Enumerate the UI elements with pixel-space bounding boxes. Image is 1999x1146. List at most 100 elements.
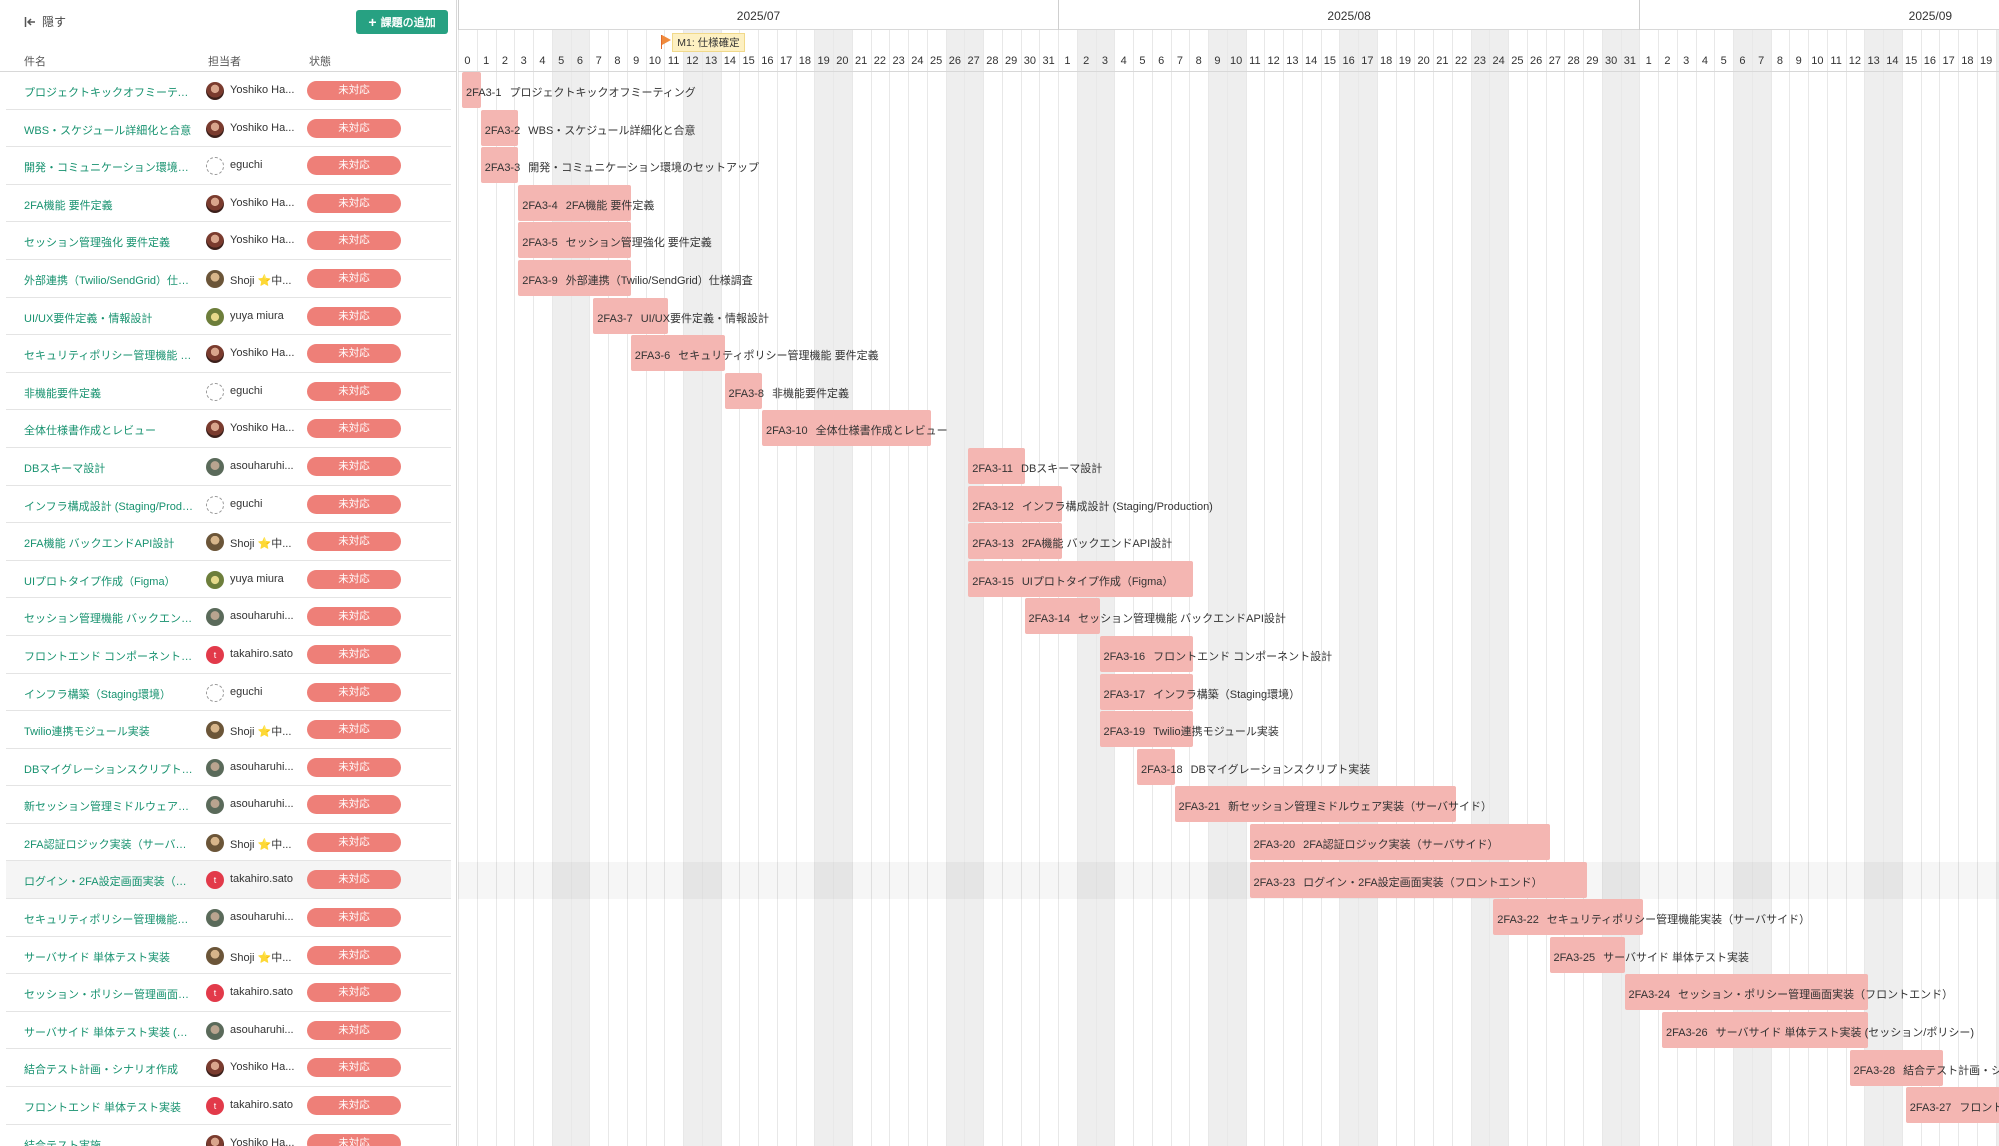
issue-subject-link[interactable]: インフラ構築（Staging環境） xyxy=(24,688,171,701)
issue-row[interactable]: 非機能要件定義 eguchi 未対応 xyxy=(6,373,451,411)
issue-subject-link[interactable]: 結合テスト実施 xyxy=(24,1139,101,1146)
column-subject[interactable]: 件名 xyxy=(24,56,46,68)
status-badge[interactable]: 未対応 xyxy=(307,720,401,740)
task-bar[interactable] xyxy=(518,222,631,259)
issue-subject-link[interactable]: 非機能要件定義 xyxy=(24,387,101,400)
task-bar[interactable] xyxy=(1137,748,1175,785)
issue-subject-link[interactable]: DBマイグレーションスクリプト実装 xyxy=(24,763,196,776)
issue-subject-link[interactable]: セッション管理強化 要件定義 xyxy=(24,237,171,250)
issue-row[interactable]: DBスキーマ設計 asouharuhi... 未対応 xyxy=(6,448,451,486)
task-bar[interactable] xyxy=(1549,936,1625,973)
issue-subject-link[interactable]: UIプロトタイプ作成（Figma） xyxy=(24,575,176,588)
task-bar[interactable] xyxy=(1493,899,1644,936)
issue-subject-link[interactable]: セッション管理機能 バックエンドAPI設計 xyxy=(24,613,196,626)
status-badge[interactable]: 未対応 xyxy=(307,1058,401,1078)
task-bar[interactable] xyxy=(462,72,481,108)
issue-subject-link[interactable]: UI/UX要件定義・情報設計 xyxy=(24,312,153,325)
task-bar[interactable] xyxy=(1249,861,1587,898)
issue-subject-link[interactable]: セキュリティポリシー管理機能実装（サーバサイド） xyxy=(24,914,196,927)
milestone-marker[interactable]: M1: 仕様確定 xyxy=(660,32,745,52)
status-badge[interactable]: 未対応 xyxy=(307,795,401,815)
issue-subject-link[interactable]: 新セッション管理ミドルウェア実装（サーバサイド） xyxy=(24,801,196,814)
task-bar[interactable] xyxy=(1249,824,1550,860)
issue-row[interactable]: サーバサイド 単体テスト実装 Shoji ⭐中... 未対応 xyxy=(6,937,451,975)
status-badge[interactable]: 未対応 xyxy=(307,1133,401,1146)
issue-row[interactable]: 結合テスト実施 Yoshiko Ha... 未対応 xyxy=(6,1125,451,1146)
issue-row[interactable]: 2FA認証ロジック実装（サーバサイド） Shoji ⭐中... 未対応 xyxy=(6,824,451,862)
task-bar[interactable] xyxy=(1099,636,1194,672)
issue-row[interactable]: セッション管理強化 要件定義 Yoshiko Ha... 未対応 xyxy=(6,222,451,260)
task-bar[interactable] xyxy=(1024,598,1100,635)
task-bar[interactable] xyxy=(968,560,1194,597)
issue-subject-link[interactable]: サーバサイド 単体テスト実装 xyxy=(24,951,170,964)
issue-row[interactable]: UIプロトタイプ作成（Figma） yuya miura 未対応 xyxy=(6,561,451,599)
issue-subject-link[interactable]: Twilio連携モジュール実装 xyxy=(24,726,150,739)
status-badge[interactable]: 未対応 xyxy=(307,344,401,364)
issue-row[interactable]: セッション管理機能 バックエンドAPI設計 asouharuhi... 未対応 xyxy=(6,598,451,636)
status-badge[interactable]: 未対応 xyxy=(307,494,401,514)
status-badge[interactable]: 未対応 xyxy=(307,1096,401,1116)
column-status[interactable]: 状態 xyxy=(309,56,331,68)
issue-row[interactable]: 2FA機能 要件定義 Yoshiko Ha... 未対応 xyxy=(6,185,451,223)
issue-subject-link[interactable]: サーバサイド 単体テスト実装 (セッション/ポリシー) xyxy=(24,1026,196,1039)
status-badge[interactable]: 未対応 xyxy=(307,532,401,552)
status-badge[interactable]: 未対応 xyxy=(307,757,401,777)
task-bar[interactable] xyxy=(1174,786,1456,823)
issue-row[interactable]: DBマイグレーションスクリプト実装 asouharuhi... 未対応 xyxy=(6,749,451,787)
add-issue-button[interactable]: + 課題の追加 xyxy=(356,10,448,34)
task-bar[interactable] xyxy=(480,147,519,184)
issue-subject-link[interactable]: 開発・コミュニケーション環境のセットアップ xyxy=(24,162,196,175)
issue-subject-link[interactable]: フロントエンド コンポーネント設計 xyxy=(24,650,196,663)
task-bar[interactable] xyxy=(762,410,931,447)
status-badge[interactable]: 未対応 xyxy=(307,870,401,890)
task-bar[interactable] xyxy=(724,372,762,409)
status-badge[interactable]: 未対応 xyxy=(307,268,401,288)
status-badge[interactable]: 未対応 xyxy=(307,1020,401,1040)
issue-subject-link[interactable]: 結合テスト計画・シナリオ作成 xyxy=(24,1064,178,1077)
task-bar[interactable] xyxy=(1905,1087,1999,1124)
task-bar[interactable] xyxy=(968,448,1025,484)
issue-subject-link[interactable]: 2FA機能 要件定義 xyxy=(24,199,113,212)
issue-row[interactable]: インフラ構築（Staging環境） eguchi 未対応 xyxy=(6,674,451,712)
status-badge[interactable]: 未対応 xyxy=(307,607,401,627)
status-badge[interactable]: 未対応 xyxy=(307,419,401,439)
issue-row[interactable]: セッション・ポリシー管理画面実装（フロントエンド） t takahiro.sato 未… xyxy=(6,974,451,1012)
issue-subject-link[interactable]: ログイン・2FA設定画面実装（フロントエンド） xyxy=(24,876,196,889)
issue-row[interactable]: Twilio連携モジュール実装 Shoji ⭐中... 未対応 xyxy=(6,711,451,749)
issue-row[interactable]: 全体仕様書作成とレビュー Yoshiko Ha... 未対応 xyxy=(6,410,451,448)
issue-row[interactable]: プロジェクトキックオフミーティング Yoshiko Ha... 未対応 xyxy=(6,72,451,110)
status-badge[interactable]: 未対応 xyxy=(307,306,401,326)
task-bar[interactable] xyxy=(1662,1012,1869,1048)
task-bar[interactable] xyxy=(518,184,631,221)
task-bar[interactable] xyxy=(1849,1049,1944,1086)
issue-row[interactable]: サーバサイド 単体テスト実装 (セッション/ポリシー) asouharuhi...… xyxy=(6,1012,451,1050)
status-badge[interactable]: 未対応 xyxy=(307,381,401,401)
hide-panel-button[interactable]: 隠す xyxy=(24,13,66,30)
issue-row[interactable]: 新セッション管理ミドルウェア実装（サーバサイド） asouharuhi... 未対応 xyxy=(6,786,451,824)
status-badge[interactable]: 未対応 xyxy=(307,682,401,702)
issue-row[interactable]: 結合テスト計画・シナリオ作成 Yoshiko Ha... 未対応 xyxy=(6,1049,451,1088)
issue-row[interactable]: WBS・スケジュール詳細化と合意 Yoshiko Ha... 未対応 xyxy=(6,110,451,148)
issue-subject-link[interactable]: フロントエンド 単体テスト実装 xyxy=(24,1102,182,1115)
issue-row[interactable]: フロントエンド コンポーネント設計 t takahiro.sato 未対応 xyxy=(6,636,451,674)
issue-row[interactable]: セキュリティポリシー管理機能実装（サーバサイド） asouharuhi... 未対応 xyxy=(6,899,451,937)
issue-row[interactable]: UI/UX要件定義・情報設計 yuya miura 未対応 xyxy=(6,298,451,336)
issue-row[interactable]: 開発・コミュニケーション環境のセットアップ eguchi 未対応 xyxy=(6,147,451,185)
issue-subject-link[interactable]: 全体仕様書作成とレビュー xyxy=(24,425,156,438)
task-bar[interactable] xyxy=(518,260,631,296)
status-badge[interactable]: 未対応 xyxy=(307,569,401,589)
status-badge[interactable]: 未対応 xyxy=(307,231,401,251)
issue-row[interactable]: 外部連携（Twilio/SendGrid）仕様調査 Shoji ⭐中... 未対応 xyxy=(6,260,451,298)
issue-subject-link[interactable]: プロジェクトキックオフミーティング xyxy=(24,87,196,99)
task-bar[interactable] xyxy=(480,109,519,146)
status-badge[interactable]: 未対応 xyxy=(307,945,401,965)
task-bar[interactable] xyxy=(968,485,1062,522)
status-badge[interactable]: 未対応 xyxy=(307,156,401,176)
issue-subject-link[interactable]: セッション・ポリシー管理画面実装（フロントエンド） xyxy=(24,989,196,1002)
issue-subject-link[interactable]: セキュリティポリシー管理機能 要件定義 xyxy=(24,350,196,363)
issue-subject-link[interactable]: 2FA認証ロジック実装（サーバサイド） xyxy=(24,838,196,851)
task-bar[interactable] xyxy=(1099,711,1194,748)
status-badge[interactable]: 未対応 xyxy=(307,644,401,664)
task-bar[interactable] xyxy=(630,335,725,372)
issue-subject-link[interactable]: DBスキーマ設計 xyxy=(24,462,106,475)
